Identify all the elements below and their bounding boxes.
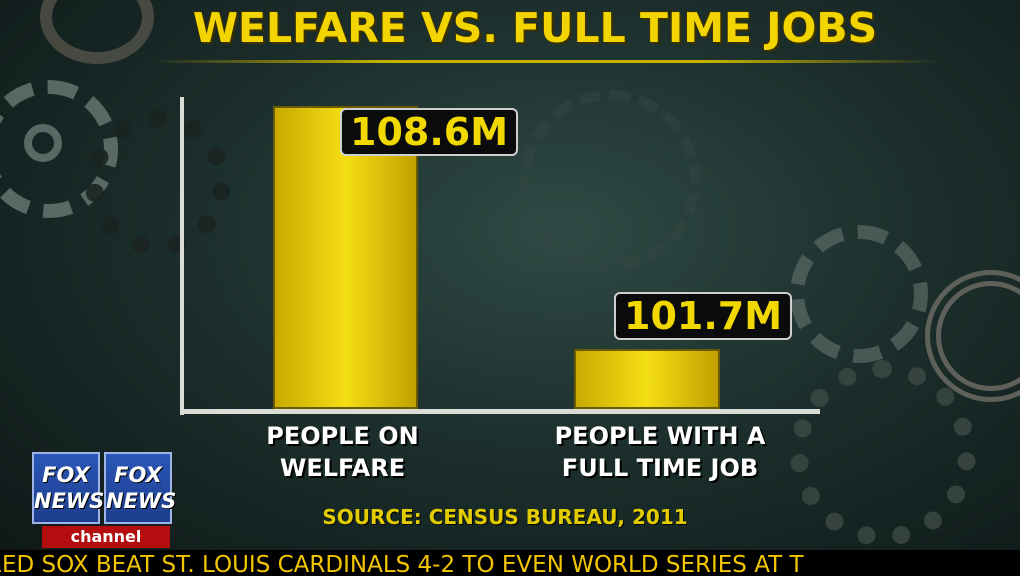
title-underline bbox=[150, 60, 940, 63]
chart-title: WELFARE VS. FULL TIME JOBS bbox=[192, 4, 878, 52]
x-axis-line bbox=[180, 409, 820, 414]
bar-2 bbox=[574, 349, 720, 409]
source-caption: SOURCE: CENSUS BUREAU, 2011 bbox=[322, 505, 688, 529]
category-label: PEOPLE WITH A FULL TIME JOB bbox=[554, 422, 766, 482]
news-ticker: RED SOX BEAT ST. LOUIS CARDINALS 4-2 TO … bbox=[0, 550, 1020, 576]
logo-tile: FOX NEWS bbox=[32, 452, 104, 524]
fox-news-channel-logo: FOX NEWS FOX NEWS channel bbox=[32, 452, 176, 548]
category-label: PEOPLE ON WELFARE bbox=[266, 422, 419, 482]
logo-channel-label: channel bbox=[42, 526, 170, 548]
y-axis-line bbox=[180, 97, 184, 415]
background-gear-icon bbox=[520, 90, 700, 270]
background-gear-icon bbox=[790, 225, 928, 363]
background-gear-icon bbox=[85, 110, 231, 256]
ticker-text: RED SOX BEAT ST. LOUIS CARDINALS 4-2 TO … bbox=[0, 552, 804, 576]
bar-value-label: 101.7M bbox=[614, 292, 793, 340]
bar-value-label: 108.6M bbox=[340, 108, 519, 156]
bar-1 bbox=[273, 106, 418, 409]
logo-tile: FOX NEWS bbox=[104, 452, 176, 524]
